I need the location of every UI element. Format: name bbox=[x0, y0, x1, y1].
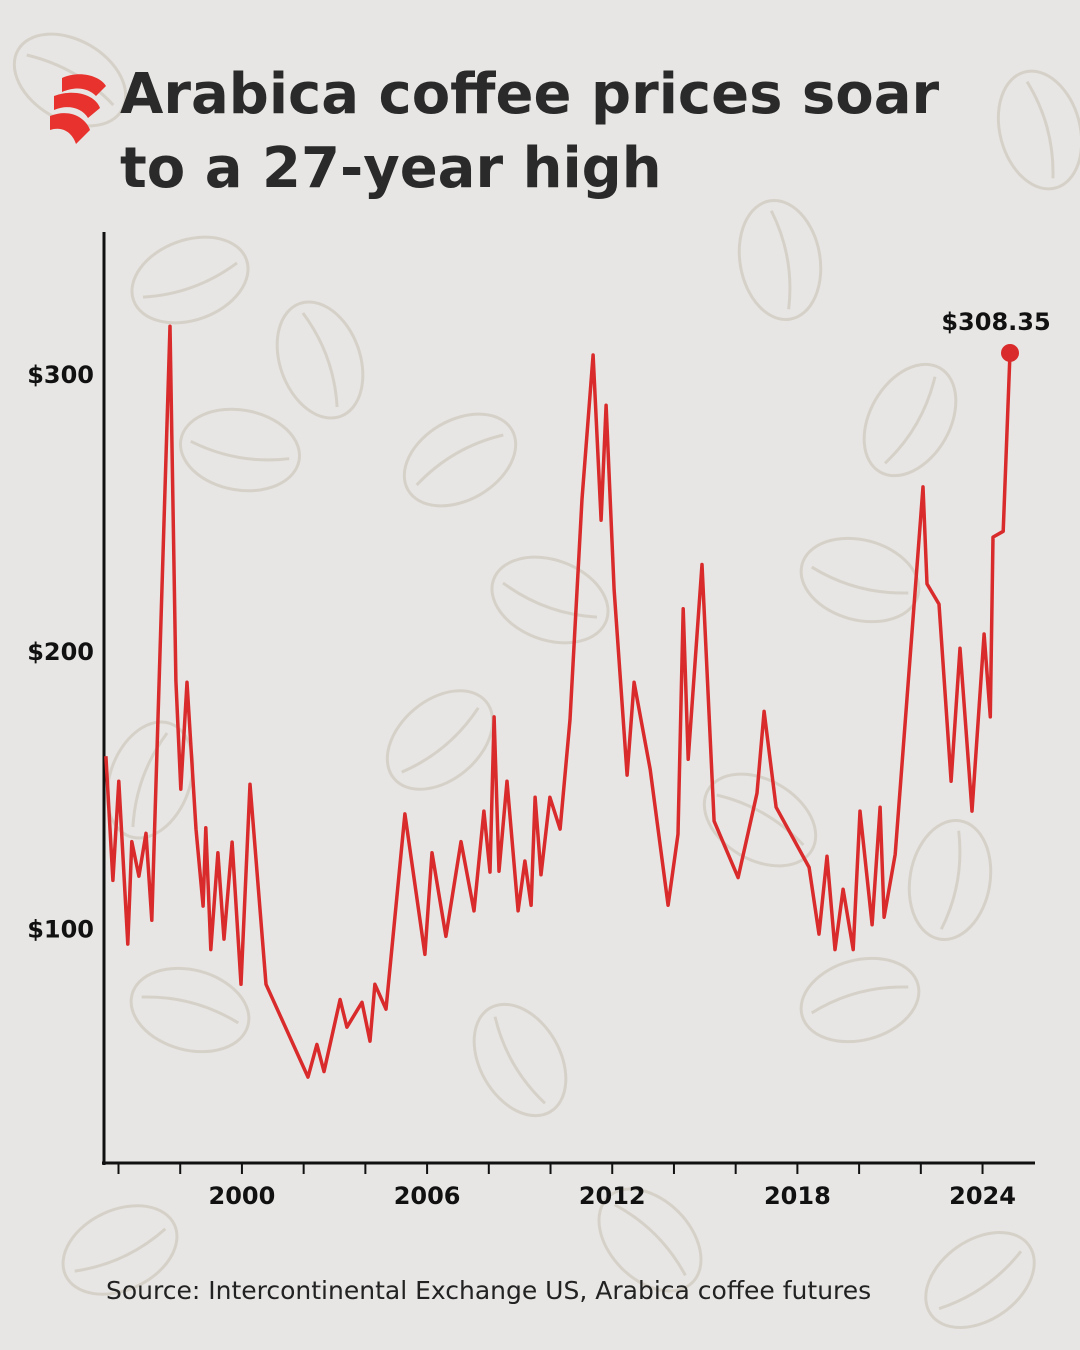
price-line bbox=[104, 324, 1012, 1079]
x-tick-label: 2024 bbox=[949, 1182, 1016, 1210]
value-label: $308.35 bbox=[941, 308, 1050, 336]
y-tick-label: $100 bbox=[27, 915, 94, 943]
x-tick-label: 2006 bbox=[394, 1182, 461, 1210]
y-tick-label: $200 bbox=[27, 638, 94, 666]
x-tick-label: 2018 bbox=[764, 1182, 831, 1210]
chart-title: Arabica coffee prices soar to a 27-year … bbox=[120, 62, 940, 201]
background-beans bbox=[12, 32, 1080, 1330]
x-tick-label: 2000 bbox=[209, 1182, 276, 1210]
y-tick-label: $300 bbox=[27, 361, 94, 389]
x-tick-label: 2012 bbox=[579, 1182, 646, 1210]
source-note: Source: Intercontinental Exchange US, Ar… bbox=[106, 1276, 872, 1305]
end-point bbox=[1001, 343, 1020, 362]
logo bbox=[50, 74, 106, 144]
